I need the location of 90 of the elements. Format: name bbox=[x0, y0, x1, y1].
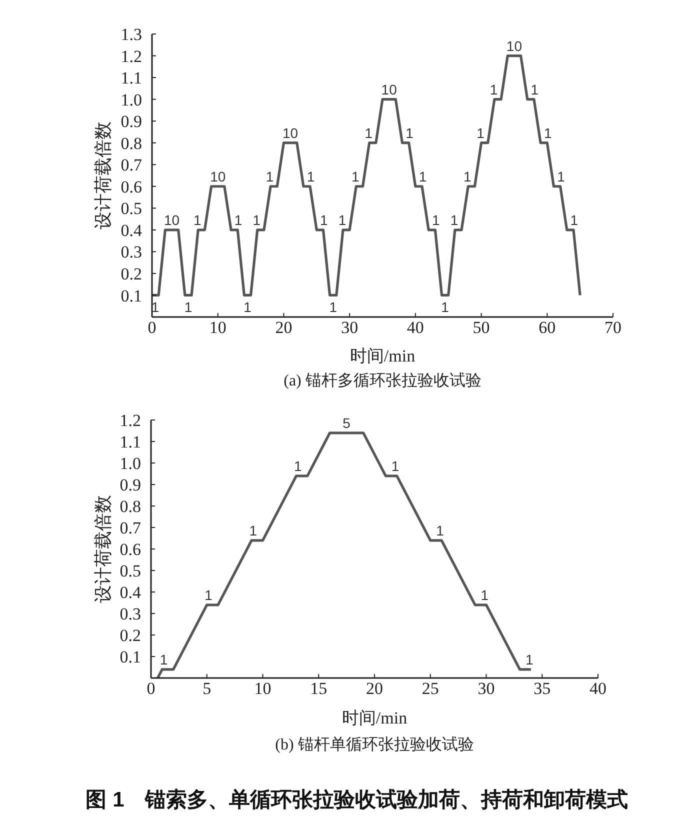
y-tick-label: 0.6 bbox=[120, 540, 141, 560]
y-tick-label: 0.2 bbox=[120, 264, 142, 284]
annotation: 1 bbox=[441, 299, 450, 316]
annotation: 1 bbox=[432, 212, 440, 228]
annotation: 1 bbox=[436, 522, 444, 538]
y-axis-title: 设计荷载倍数 bbox=[93, 122, 113, 230]
x-tick-label: 30 bbox=[478, 679, 495, 698]
annotation: 10 bbox=[506, 38, 522, 54]
y-tick-label: 1.3 bbox=[120, 25, 142, 44]
x-tick-label: 0 bbox=[146, 679, 156, 698]
annotation: 1 bbox=[391, 458, 400, 474]
annotation: 1 bbox=[490, 81, 498, 98]
annotation: 1 bbox=[544, 124, 552, 141]
x-tick-label: 40 bbox=[406, 318, 424, 338]
annotation: 1 bbox=[193, 212, 202, 228]
x-tick-label: 25 bbox=[422, 679, 439, 698]
annotation: 1 bbox=[570, 212, 578, 228]
y-tick-label: 0.8 bbox=[120, 497, 141, 516]
annotation: 1 bbox=[418, 168, 427, 184]
x-tick-label: 20 bbox=[366, 679, 383, 698]
annotation: 1 bbox=[266, 168, 274, 184]
annotation: 1 bbox=[234, 212, 242, 228]
x-axis-title: 时间/min bbox=[342, 708, 408, 728]
annotation: 1 bbox=[160, 651, 168, 668]
y-tick-label: 1.0 bbox=[120, 454, 141, 474]
annotation: 1 bbox=[557, 168, 566, 184]
text: (b) 锚杆单循环张拉验收试验 bbox=[275, 736, 474, 754]
text: (a) 锚杆多循环张拉验收试验 bbox=[284, 372, 482, 390]
y-tick-label: 0.7 bbox=[120, 156, 142, 175]
annotation: 5 bbox=[342, 414, 351, 431]
x-tick-label: 30 bbox=[341, 318, 358, 338]
y-tick-label: 0.7 bbox=[120, 518, 142, 538]
y-tick-label: 0.6 bbox=[120, 177, 142, 196]
y-tick-label: 0.1 bbox=[120, 286, 142, 306]
annotation: 1 bbox=[364, 124, 373, 141]
x-tick-label: 70 bbox=[604, 318, 622, 338]
annotation: 1 bbox=[464, 168, 472, 184]
annotation: 1 bbox=[329, 299, 338, 316]
line-series bbox=[156, 432, 532, 678]
annotation: 1 bbox=[294, 458, 302, 474]
line-series bbox=[152, 54, 582, 297]
y-tick-label: 0.4 bbox=[120, 220, 142, 240]
x-tick-label: 50 bbox=[472, 318, 490, 338]
x-tick-label: 60 bbox=[538, 318, 556, 338]
annotation: 1 bbox=[244, 299, 252, 316]
y-tick-label: 1.0 bbox=[120, 90, 142, 110]
y-tick-label: 0.9 bbox=[120, 112, 142, 132]
y-tick-label: 0.9 bbox=[120, 476, 141, 495]
x-axis-title: 时间/min bbox=[350, 346, 416, 366]
x-tick-label: 10 bbox=[254, 679, 272, 698]
annotation: 1 bbox=[151, 299, 160, 316]
y-tick-label: 1.1 bbox=[120, 68, 142, 88]
y-tick-label: 0.1 bbox=[120, 648, 141, 667]
x-tick-label: 10 bbox=[209, 318, 226, 338]
annotation: 1 bbox=[252, 212, 261, 228]
annotation: 1 bbox=[525, 651, 534, 668]
annotation: 10 bbox=[381, 81, 398, 98]
annotation: 10 bbox=[210, 168, 226, 184]
x-tick-label: 0 bbox=[148, 318, 156, 338]
y-tick-label: 1.1 bbox=[120, 432, 141, 452]
annotation: 1 bbox=[450, 212, 458, 228]
y-tick-label: 0.5 bbox=[120, 199, 142, 218]
annotation: 1 bbox=[249, 522, 258, 538]
y-tick-label: 0.3 bbox=[120, 604, 141, 624]
x-tick-label: 5 bbox=[202, 679, 212, 698]
y-tick-label: 1.2 bbox=[120, 46, 142, 66]
annotation: 1 bbox=[320, 212, 328, 228]
annotation: 10 bbox=[164, 212, 180, 228]
x-tick-label: 35 bbox=[534, 679, 551, 698]
y-tick-label: 0.5 bbox=[120, 562, 141, 581]
annotation: 1 bbox=[352, 168, 360, 184]
annotation: 1 bbox=[338, 212, 346, 228]
x-tick-label: 15 bbox=[310, 679, 328, 698]
x-tick-label: 20 bbox=[275, 318, 292, 338]
y-tick-label: 0.2 bbox=[120, 626, 141, 646]
caption: 图 1 锚索多、单循环张拉验收试验加荷、持荷和卸荷模式 bbox=[86, 788, 628, 812]
y-tick-label: 0.8 bbox=[120, 134, 142, 153]
annotation: 1 bbox=[476, 124, 485, 141]
annotation: 1 bbox=[204, 586, 213, 603]
annotation: 1 bbox=[184, 299, 192, 316]
y-tick-label: 0.3 bbox=[120, 242, 142, 262]
y-tick-label: 1.2 bbox=[120, 411, 141, 430]
annotation: 1 bbox=[480, 586, 489, 603]
x-tick-label: 40 bbox=[590, 679, 606, 698]
y-axis-title: 设计荷载倍数 bbox=[93, 495, 113, 603]
annotation: 1 bbox=[406, 124, 414, 141]
annotation: 1 bbox=[306, 168, 315, 184]
annotation: 1 bbox=[530, 81, 539, 98]
annotation: 10 bbox=[282, 124, 298, 141]
y-tick-label: 0.4 bbox=[120, 583, 142, 602]
